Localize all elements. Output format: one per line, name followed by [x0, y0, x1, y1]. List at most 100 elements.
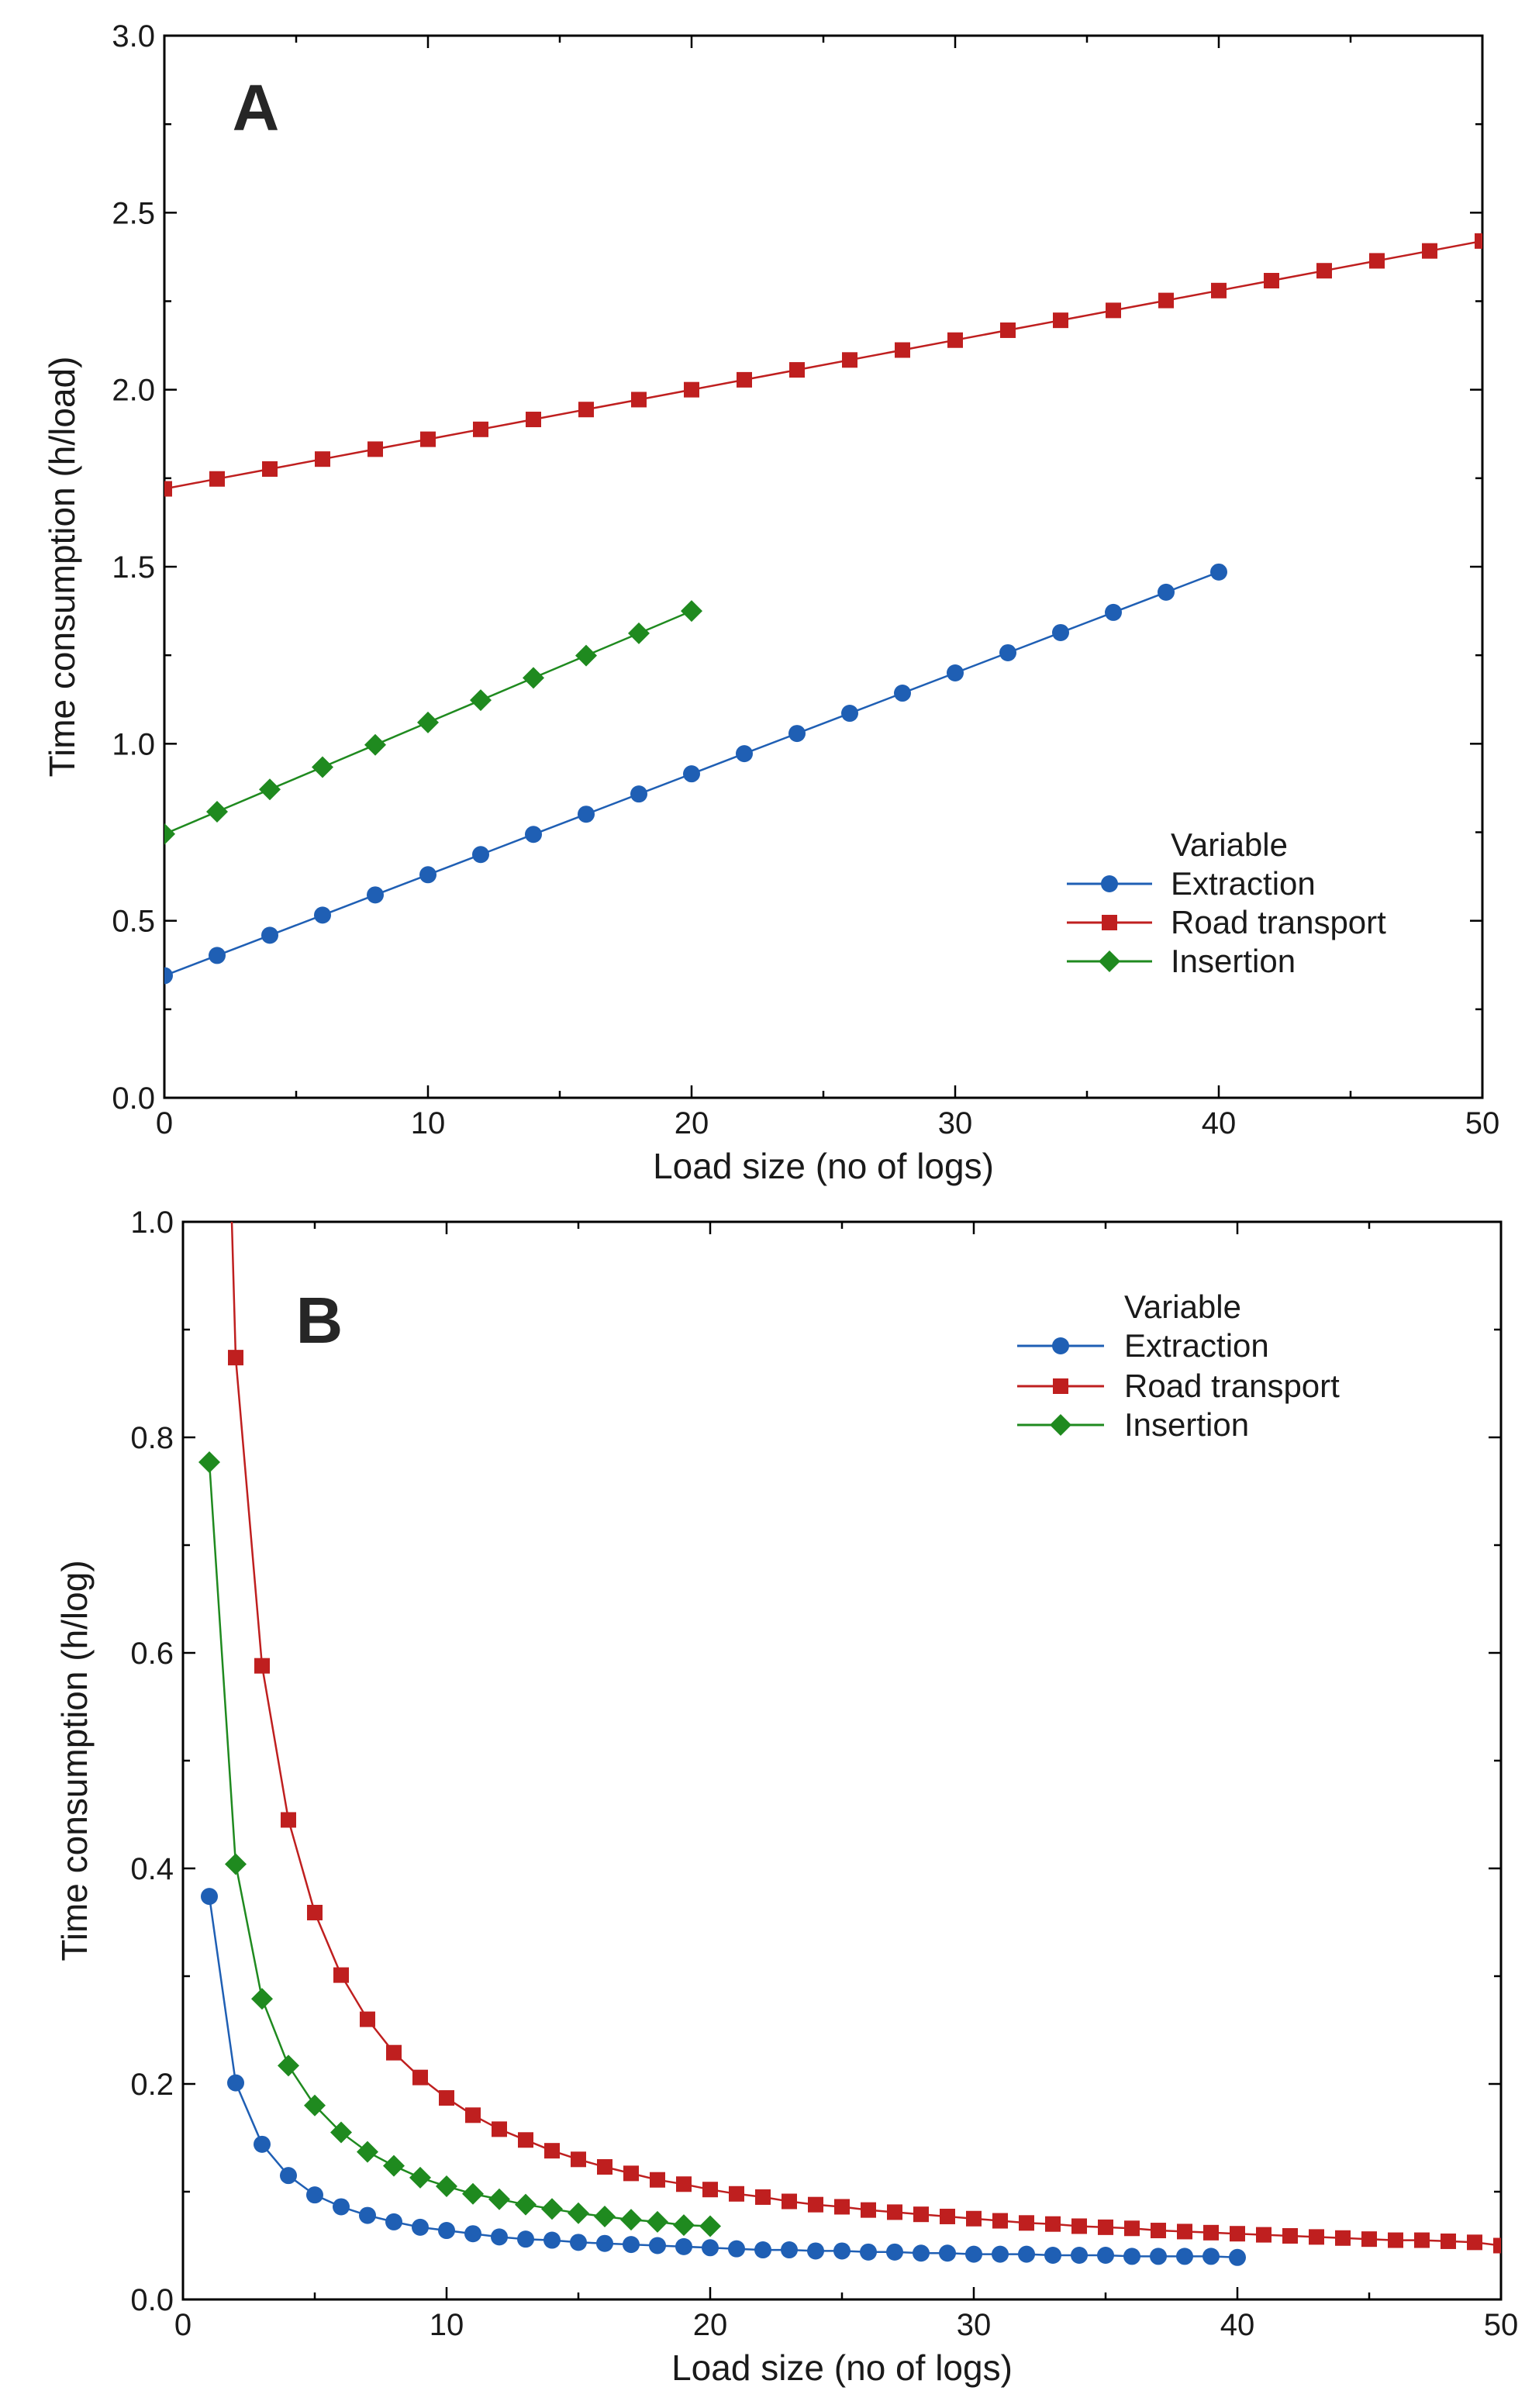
data-point [206, 801, 228, 823]
data-point [525, 826, 542, 843]
data-point [462, 2182, 484, 2205]
data-point [676, 2176, 692, 2192]
data-point [227, 2074, 244, 2092]
data-point [306, 2186, 323, 2204]
x-tick-label: 40 [1202, 1106, 1237, 1140]
x-tick-label: 40 [1220, 2308, 1255, 2342]
series-line [208, 1896, 1238, 2259]
data-point [1044, 2247, 1061, 2265]
data-point [788, 725, 806, 743]
data-point [386, 2044, 402, 2061]
data-point [164, 823, 175, 845]
x-tick-label: 30 [957, 2308, 992, 2342]
data-point [412, 2069, 428, 2085]
series-line [230, 1222, 1501, 2247]
data-point [357, 2141, 378, 2163]
data-point [517, 2230, 534, 2248]
data-point [1098, 2219, 1113, 2235]
data-point [649, 2237, 666, 2254]
data-point [620, 2209, 642, 2231]
y-tick-label: 0.2 [130, 2068, 174, 2102]
data-point [492, 2121, 507, 2137]
x-tick-label: 30 [938, 1106, 973, 1140]
data-point [807, 2242, 824, 2260]
data-point [1105, 603, 1122, 621]
data-point [262, 461, 278, 477]
data-point [1158, 583, 1175, 601]
legend-entry: Road transport [1124, 1368, 1340, 1404]
x-tick-label: 0 [156, 1106, 173, 1140]
data-point [198, 1451, 220, 1473]
data-point [1203, 2224, 1219, 2241]
data-point [965, 2245, 982, 2263]
data-point [278, 2054, 299, 2077]
data-point [781, 2241, 798, 2259]
data-point [526, 412, 541, 428]
data-point [737, 371, 752, 388]
data-point [886, 2243, 903, 2261]
data-point [913, 2244, 930, 2262]
data-point [699, 2215, 721, 2237]
panel-letter: A [233, 71, 280, 144]
x-axis-title: Load size (no of logs) [653, 1146, 994, 1186]
data-point [1177, 2223, 1192, 2240]
data-point [1211, 282, 1227, 298]
data-point [330, 2121, 352, 2144]
panel-a: 0 10 20 30 40 50 0.0 0.5 1.0 1.5 2.0 2.5 3.0 Load siz… [42, 19, 1499, 1186]
data-point [385, 2213, 402, 2230]
data-point [280, 2167, 297, 2185]
data-point [913, 2206, 929, 2223]
data-point [1316, 263, 1332, 279]
data-point [367, 886, 384, 904]
data-point [833, 2242, 851, 2260]
data-point [164, 481, 172, 497]
x-tick-label: 50 [1484, 2308, 1519, 2342]
data-point [894, 685, 911, 702]
data-point [359, 2206, 376, 2224]
data-point [470, 689, 492, 712]
data-point [1210, 563, 1227, 581]
data-point [992, 2213, 1008, 2229]
data-point [254, 1658, 270, 1674]
data-point [630, 785, 647, 803]
x-tick-label: 0 [174, 2308, 192, 2342]
data-point [1309, 2229, 1324, 2245]
data-point [419, 866, 436, 884]
data-point [360, 2011, 375, 2027]
data-point [1467, 2234, 1482, 2251]
data-point [647, 2210, 668, 2233]
data-point [472, 846, 489, 864]
data-point [312, 756, 333, 778]
data-point [491, 2228, 508, 2246]
data-point [314, 906, 331, 924]
data-point [1018, 2245, 1035, 2263]
data-point [755, 2189, 771, 2205]
series-road-transport [228, 1222, 1501, 2254]
y-axis-title: Time consumption (h/load) [42, 357, 82, 778]
legend-marker [1101, 875, 1118, 892]
data-point [947, 664, 964, 681]
series-road-transport [164, 233, 1482, 497]
data-point [488, 2188, 510, 2210]
data-point [420, 431, 436, 447]
data-point [1388, 2232, 1403, 2248]
data-point [1151, 2223, 1166, 2239]
y-tick-label: 2.5 [112, 196, 155, 230]
data-point [623, 2165, 639, 2182]
data-point [412, 2218, 429, 2236]
data-point [544, 2143, 560, 2159]
data-point [209, 471, 225, 487]
data-point [841, 705, 858, 723]
data-point [754, 2241, 771, 2259]
data-point [1000, 322, 1016, 338]
data-point [568, 2202, 589, 2224]
x-tick-label: 10 [411, 1106, 446, 1140]
data-point [209, 947, 226, 964]
data-point [1441, 2233, 1456, 2249]
data-point [571, 2151, 586, 2168]
data-point [543, 2231, 561, 2249]
data-point [940, 2208, 955, 2224]
data-point [939, 2244, 956, 2262]
data-point [281, 1812, 296, 1828]
